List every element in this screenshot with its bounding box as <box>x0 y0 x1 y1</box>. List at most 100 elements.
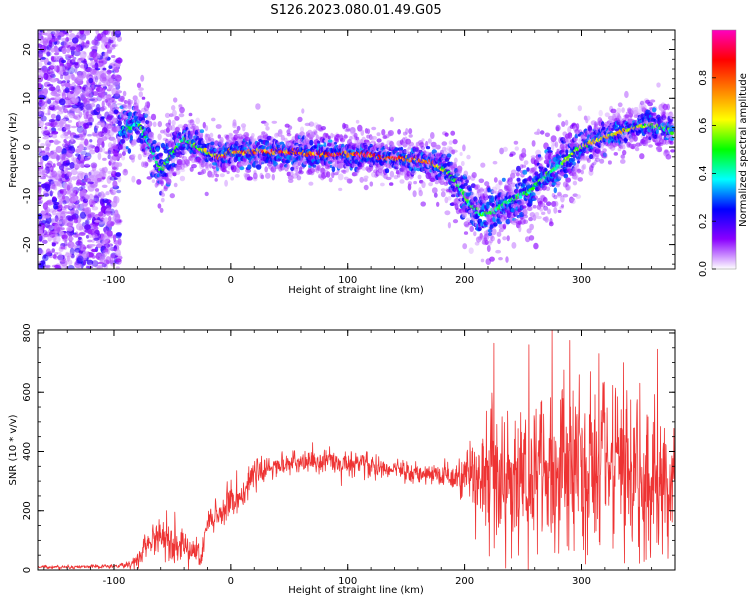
spectrogram-cell <box>112 117 118 122</box>
spectrogram-cell <box>338 187 343 192</box>
spectrogram-cell <box>295 165 299 170</box>
spectrogram-cell <box>376 138 382 143</box>
spectrogram-cell <box>60 171 66 174</box>
spectrogram-cell <box>49 208 55 213</box>
spectrogram-cell <box>287 178 294 183</box>
spectrogram-cell <box>91 39 99 46</box>
spectrogram-cell <box>44 148 50 153</box>
spectrogram-cell <box>101 57 108 65</box>
spectrogram-cell <box>116 103 123 106</box>
spectrogram-cell <box>49 190 53 197</box>
spectrogram-cell <box>88 244 96 247</box>
spectrogram-cell <box>109 102 115 109</box>
spectrogram-cell <box>493 222 498 227</box>
spectrogram-cell <box>201 168 207 174</box>
spectrogram-cell <box>71 37 79 44</box>
spectrogram-cell <box>480 274 484 278</box>
spectrogram-cell <box>55 114 61 121</box>
spectrogram-cell <box>83 51 87 55</box>
spectrogram-cell <box>84 163 90 167</box>
spectrogram-cell <box>173 97 178 103</box>
spectrogram-cell <box>113 109 119 114</box>
spectrogram-cell <box>156 142 161 146</box>
spectrogram-cell <box>463 170 469 177</box>
spectrogram-cell <box>38 201 43 205</box>
spectrogram-cell <box>46 97 51 105</box>
spectrogram-cell <box>286 133 292 137</box>
spectrogram-cell <box>308 181 314 186</box>
spectrogram-cell <box>38 213 43 220</box>
spectrogram-cell <box>87 156 91 159</box>
spectrogram-cell <box>72 134 80 139</box>
spectrogram-cell <box>169 193 175 199</box>
spectrogram-cell <box>60 227 65 231</box>
spectrogram-cell <box>106 123 110 126</box>
spectrogram-cell <box>376 132 381 137</box>
spectrogram-cell <box>320 126 326 131</box>
spectrogram-cell <box>94 62 99 71</box>
spectrogram-cell <box>116 258 122 265</box>
spectrogram-cell <box>72 205 76 209</box>
spectrogram-cell <box>53 203 59 210</box>
spectrogram-cell <box>120 138 126 144</box>
spectrogram-cell <box>103 243 111 248</box>
spectrogram-cell <box>80 185 86 190</box>
spectrogram-cell <box>174 116 180 120</box>
spectrogram-cell <box>49 102 54 107</box>
spectrogram-cell <box>109 39 114 44</box>
spectrogram-cell <box>55 140 61 144</box>
spectrogram-cell <box>515 172 520 177</box>
spectrogram-cell <box>101 127 108 135</box>
spectrogram-cell <box>106 129 111 134</box>
spectrogram-cell <box>232 119 237 127</box>
spectrogram-cell <box>46 175 54 179</box>
spectrogram-cell <box>97 152 102 160</box>
spectrogram-cell <box>252 172 258 180</box>
spectrogram-cell <box>110 221 115 227</box>
spectrogram-cell <box>74 203 81 209</box>
spectrogram-cell <box>71 176 77 181</box>
spectrogram-cell <box>462 144 466 152</box>
spectrogram-cell <box>47 34 53 39</box>
spectrogram-cell <box>296 175 302 181</box>
spectrogram-cell <box>107 84 113 89</box>
spectrogram-cell <box>54 264 61 269</box>
spectrogram-cell <box>64 157 70 164</box>
spectrogram-cell <box>389 170 395 178</box>
spectrogram-cell <box>79 86 87 90</box>
spectrogram-cell <box>478 178 485 184</box>
spectrogram-cell <box>150 135 155 140</box>
spectrogram-cell <box>112 180 118 188</box>
spectrogram-cell <box>195 117 201 125</box>
spectrogram-cell <box>63 127 68 130</box>
spectrogram-cell <box>211 117 216 122</box>
spectrogram-cell <box>59 153 65 160</box>
spectrogram-cell <box>42 38 48 46</box>
spectrogram-cell <box>121 155 126 161</box>
spectrogram-cell <box>230 176 234 181</box>
spectrogram-cell <box>87 133 92 137</box>
spectrogram-cell <box>111 44 117 48</box>
spectrogram-cell <box>38 38 45 41</box>
spectrogram-cell <box>57 170 64 176</box>
spectrogram-cell <box>64 54 71 57</box>
spectrogram-cell <box>459 152 463 156</box>
spectrogram-cell <box>91 248 98 253</box>
spectrogram-cell <box>66 47 70 54</box>
spectrogram-cell <box>122 104 129 110</box>
spectrogram-cell <box>79 40 84 46</box>
spectrogram-cell <box>85 234 90 239</box>
spectrogram-cell <box>56 227 61 233</box>
spectrogram-cell <box>210 141 215 146</box>
spectrogram-cell <box>105 191 110 196</box>
spectrogram-cell <box>92 64 96 69</box>
spectrogram-cell <box>58 98 66 106</box>
spectrogram-cell <box>40 35 44 41</box>
figure-title: S126.2023.080.01.49.G05 <box>270 3 441 18</box>
spectrogram-cell <box>161 192 165 197</box>
spectrogram-cell <box>42 230 48 236</box>
spectrogram-cell <box>69 71 73 77</box>
spectrogram-cell <box>79 244 87 252</box>
spectrogram-cell <box>40 115 47 122</box>
spectrogram-cell <box>474 184 480 190</box>
